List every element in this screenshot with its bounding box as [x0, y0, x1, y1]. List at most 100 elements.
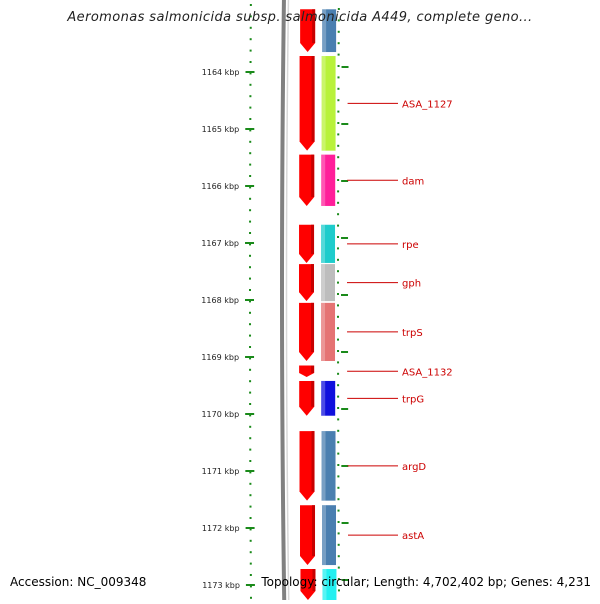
- gene-arrow: [299, 224, 315, 263]
- strand-minor-tick: [337, 372, 340, 375]
- ruler-minor-tick: [249, 346, 252, 348]
- strand-minor-tick: [337, 224, 340, 227]
- ruler-minor-tick: [249, 4, 252, 6]
- strand-minor-tick: [337, 429, 340, 432]
- gene-color-bar: [322, 569, 337, 600]
- ruler-minor-tick: [249, 471, 252, 474]
- ruler-minor-tick: [249, 95, 252, 98]
- ruler-minor-tick: [249, 232, 252, 234]
- strand-minor-tick: [337, 76, 340, 79]
- ruler-minor-tick: [249, 197, 252, 200]
- strand-minor-tick: [337, 441, 340, 444]
- gene-color-bar-highlight: [321, 154, 326, 206]
- strand-minor-tick: [337, 8, 340, 10]
- gene-color-bar-highlight: [321, 431, 326, 501]
- strand-major-tick: [341, 180, 349, 182]
- strand-minor-tick: [337, 521, 340, 523]
- gene-arrow: [300, 569, 316, 600]
- ruler-minor-tick: [249, 574, 252, 576]
- strand-minor-tick: [337, 167, 340, 170]
- ruler-minor-tick: [249, 414, 252, 417]
- gene-color-bar: [321, 380, 336, 416]
- strand-minor-tick: [337, 304, 340, 307]
- strand-minor-tick: [337, 144, 340, 147]
- ruler-minor-tick: [249, 26, 252, 29]
- gene-arrow: [299, 365, 315, 377]
- strand-minor-tick: [337, 65, 340, 67]
- gene-color-bar-highlight: [321, 380, 326, 416]
- strand-major-tick: [341, 351, 349, 353]
- strand-minor-tick: [337, 543, 340, 546]
- strand-major-tick: [341, 237, 349, 239]
- gene-arrow: [299, 154, 315, 206]
- strand-minor-tick: [337, 133, 340, 136]
- gene-arrow: [300, 9, 316, 53]
- ruler-minor-tick: [249, 460, 252, 462]
- ruler-minor-tick: [249, 175, 252, 177]
- gene-color-bar: [321, 224, 336, 263]
- ruler-minor-tick: [249, 585, 252, 588]
- gene-arrow-shade: [311, 56, 315, 142]
- ruler-tick-label: 1167 kbp: [201, 239, 239, 248]
- ruler-tick-label: 1166 kbp: [201, 182, 239, 191]
- ruler-minor-tick: [249, 391, 252, 394]
- strand-minor-tick: [337, 384, 340, 387]
- strand-major-tick: [341, 66, 349, 68]
- strand-minor-tick: [337, 110, 340, 113]
- strand-minor-tick: [337, 201, 340, 204]
- strand-minor-tick: [337, 361, 340, 364]
- strand-major-tick: [341, 465, 349, 467]
- ruler-major-tick: [245, 185, 255, 187]
- ruler-minor-tick: [249, 425, 252, 428]
- ruler-minor-tick: [249, 152, 252, 155]
- gene-color-bar-highlight: [321, 302, 326, 361]
- accession-label: Accession: NC_009348: [10, 575, 147, 589]
- ruler-tick-label: 1171 kbp: [202, 467, 240, 476]
- ruler-minor-tick: [249, 83, 252, 86]
- ruler-minor-tick: [249, 72, 252, 75]
- ruler-tick-label: 1165 kbp: [202, 125, 240, 134]
- gene-label: rpe: [402, 240, 419, 251]
- strand-minor-tick: [337, 270, 340, 273]
- ruler-minor-tick: [249, 323, 252, 326]
- ruler-minor-tick: [249, 277, 252, 280]
- ruler-minor-tick: [249, 505, 252, 508]
- ruler-tick-label: 1168 kbp: [201, 296, 239, 305]
- ruler-minor-tick: [249, 494, 252, 497]
- gene-color-bar-highlight: [321, 56, 326, 151]
- genome-backbone-shadow: [285, 0, 290, 601]
- strand-minor-tick: [337, 213, 340, 216]
- gene-color-bar-highlight: [322, 9, 327, 53]
- gene-arrow: [299, 264, 315, 302]
- strand-major-tick: [341, 579, 349, 581]
- gene-arrow-shade: [311, 431, 315, 492]
- strand-minor-tick: [337, 190, 340, 193]
- strand-minor-tick: [337, 486, 340, 489]
- gene-arrow-shade: [311, 365, 315, 373]
- strand-minor-tick: [337, 498, 340, 501]
- gene-arrow-shade: [312, 505, 316, 557]
- gene-arrow: [299, 302, 315, 361]
- ruler-minor-tick: [249, 129, 252, 132]
- ruler-tick-label: 1169 kbp: [201, 353, 239, 362]
- strand-minor-tick: [337, 293, 340, 295]
- strand-minor-tick: [337, 464, 340, 466]
- strand-minor-tick: [337, 179, 340, 181]
- gene-arrow-shade: [312, 9, 316, 44]
- ruler-major-tick: [245, 470, 255, 472]
- ruler-major-tick: [245, 413, 255, 415]
- strand-minor-tick: [337, 578, 340, 580]
- strand-minor-tick: [337, 53, 340, 56]
- ruler-tick-label: 1172 kbp: [202, 524, 240, 533]
- gene-arrow-shade: [312, 569, 316, 591]
- gene-color-bar: [321, 302, 336, 361]
- strand-minor-tick: [337, 407, 340, 409]
- strand-minor-tick: [337, 589, 340, 592]
- ruler-minor-tick: [249, 15, 252, 18]
- gene-color-bar-highlight: [322, 569, 327, 600]
- strand-minor-tick: [337, 156, 340, 159]
- ruler-minor-tick: [249, 311, 252, 314]
- gene-color-bar-highlight: [321, 264, 326, 302]
- ruler-minor-tick: [249, 596, 252, 599]
- gene-arrow-shade: [311, 224, 315, 254]
